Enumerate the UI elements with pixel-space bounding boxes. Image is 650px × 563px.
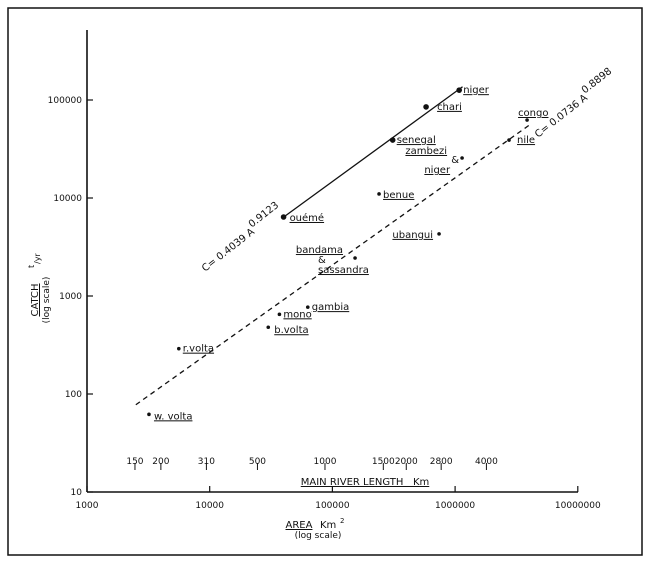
- x-tick-label: 1000000: [435, 501, 475, 511]
- y-tick-label: 10000: [53, 194, 82, 204]
- point-label: niger: [463, 85, 490, 96]
- point-label: sassandra: [318, 265, 369, 276]
- point-label: ouémé: [290, 212, 325, 224]
- data-point: [305, 305, 310, 309]
- data-point: [280, 214, 287, 220]
- point-label: congo: [518, 108, 548, 119]
- x-tick-label: 10000000: [555, 501, 601, 511]
- y-tick-label: 100000: [48, 96, 83, 106]
- y-axis-unit-t: t: [27, 265, 36, 268]
- y-tick-label: 100: [65, 390, 82, 400]
- x-tick-label: 10000: [195, 501, 224, 511]
- point-label: w. volta: [154, 411, 192, 422]
- data-point: [277, 312, 282, 317]
- point-label: benue: [383, 190, 414, 201]
- point-label: senegal: [397, 135, 436, 146]
- river-length-tick-label: 200: [152, 457, 169, 467]
- fit-equation-exponent: 0.9123: [247, 200, 281, 230]
- data-point: [423, 104, 429, 110]
- data-point: [389, 137, 396, 143]
- river-length-tick-label: 500: [249, 457, 266, 467]
- point-label: ubangui: [392, 230, 433, 241]
- fit-equation-text: C= 0.4039 A: [200, 226, 257, 274]
- x-tick-label: 1000: [76, 501, 99, 511]
- river-length-axis-label: MAIN RIVER LENGTH Km: [301, 477, 430, 488]
- river-length-tick-label: 150: [126, 457, 143, 467]
- data-point: [460, 156, 464, 160]
- river-length-tick-label: 2800: [430, 457, 453, 467]
- y-axis-note: (log scale): [42, 277, 52, 324]
- data-point: [177, 346, 181, 351]
- river-length-tick-label: 310: [198, 457, 215, 467]
- data-point: [456, 87, 463, 93]
- fit-equation-solid: C= 0.4039 A0.9123: [200, 200, 281, 274]
- y-axis-unit-yr: /yr: [33, 253, 42, 264]
- point-label: mono: [283, 309, 311, 320]
- frame-border: [7, 7, 643, 556]
- x-tick-label: 100000: [315, 501, 350, 511]
- data-point: [437, 232, 441, 236]
- point-label: chari: [437, 102, 462, 113]
- y-tick-label: 1000: [59, 292, 82, 302]
- y-axis-label: CATCH: [30, 283, 41, 316]
- x-axis-label: AREA: [286, 520, 313, 531]
- fit-equation-dashed: C= 0.0736 A0.8898: [533, 66, 614, 140]
- data-point: [266, 325, 271, 330]
- x-axis-unit-exp: 2: [340, 517, 344, 525]
- river-length-tick-label: 1000: [314, 457, 337, 467]
- point-label: nile: [517, 135, 535, 146]
- point-label: zambezi: [405, 146, 447, 157]
- x-axis-unit: Km: [320, 520, 336, 531]
- fit-line-solid: [283, 86, 463, 218]
- point-label: niger: [424, 165, 451, 176]
- data-point: [525, 118, 529, 122]
- point-label: bandama: [296, 245, 343, 256]
- point-label: &: [451, 155, 459, 166]
- point-label: r.volta: [183, 344, 214, 355]
- data-point: [147, 412, 151, 417]
- x-axis-note: (log scale): [295, 531, 342, 541]
- river-length-tick-label: 2000: [395, 457, 418, 467]
- point-label: gambia: [312, 302, 349, 313]
- river-length-tick-label: 1500: [372, 457, 395, 467]
- fit-equation-exponent: 0.8898: [580, 66, 614, 96]
- y-tick-label: 10: [71, 488, 83, 498]
- data-point: [353, 256, 357, 260]
- river-length-tick-label: 4000: [475, 457, 498, 467]
- point-label: &: [318, 255, 326, 266]
- point-label: b.volta: [274, 325, 308, 336]
- data-point: [377, 192, 381, 196]
- data-point: [507, 138, 511, 142]
